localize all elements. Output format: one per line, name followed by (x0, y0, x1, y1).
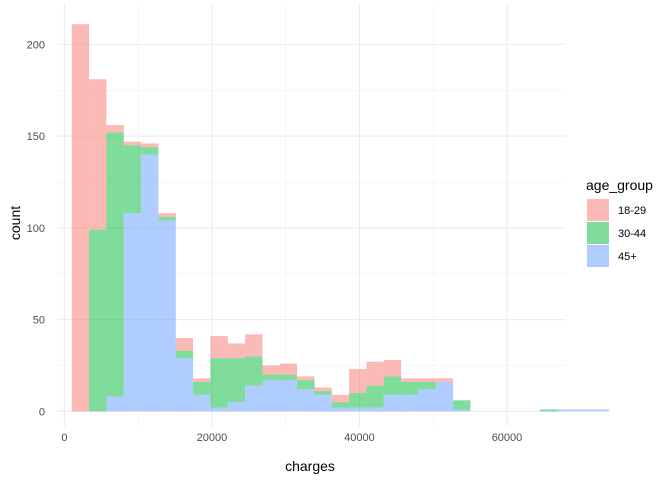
bar-18-29-bin-17 (366, 361, 384, 386)
bar-45+-bin-10 (245, 385, 263, 412)
bar-45+-bin-30 (591, 409, 610, 412)
bar-45+-bin-8 (210, 407, 228, 412)
bar-18-29-bin-15 (331, 394, 350, 403)
bar-30-44-bin-27 (539, 409, 558, 412)
bar-30-44-bin-6 (175, 350, 194, 359)
bar-30-44-bin-7 (193, 381, 211, 395)
bar-18-29-bin-21 (435, 378, 454, 382)
bar-30-44-bin-8 (210, 358, 228, 408)
bar-45+-bin-28 (557, 409, 575, 412)
bar-30-44-bin-22 (453, 400, 471, 410)
legend: age_group 18-29 30-44 45+ (586, 177, 653, 267)
bar-30-44-bin-14 (314, 391, 332, 395)
bar-18-29-bin-2 (106, 125, 124, 133)
y-axis-ticks: 0 50 100 150 200 (27, 39, 45, 418)
bar-45+-bin-6 (175, 358, 194, 412)
bar-45+-bin-21 (435, 381, 454, 412)
bar-45+-bin-14 (314, 394, 332, 412)
bar-18-29-bin-20 (418, 378, 436, 382)
bar-30-44-bin-16 (349, 392, 367, 408)
legend-label-30-44: 30-44 (618, 228, 646, 240)
bar-18-29-bin-4 (141, 143, 159, 148)
bar-18-29-bin-9 (227, 343, 246, 359)
bar-18-29-bin-16 (349, 369, 367, 393)
bar-30-44-bin-20 (418, 381, 436, 390)
legend-key-18-29 (587, 199, 609, 221)
bar-18-29-bin-5 (158, 213, 176, 217)
bar-45+-bin-4 (141, 154, 159, 412)
bar-45+-bin-19 (401, 394, 419, 412)
bar-45+-bin-29 (574, 409, 592, 412)
bar-30-44-bin-13 (297, 380, 315, 390)
x-tick-label: 20000 (197, 432, 228, 444)
bar-45+-bin-15 (331, 407, 350, 412)
bar-30-44-bin-5 (158, 216, 176, 221)
bar-18-29-bin-3 (123, 141, 142, 146)
bar-18-29-bin-0 (71, 24, 90, 412)
bar-18-29-bin-18 (383, 359, 402, 377)
legend-key-30-44 (587, 222, 609, 244)
bar-30-44-bin-9 (227, 358, 246, 403)
bar-45+-bin-7 (193, 394, 211, 412)
bar-30-44-bin-2 (106, 132, 124, 397)
bar-45+-bin-17 (366, 407, 384, 412)
bar-45+-bin-3 (123, 213, 142, 412)
bar-18-29-bin-19 (401, 378, 419, 382)
bar-18-29-bin-6 (175, 337, 194, 351)
legend-label-18-29: 18-29 (618, 205, 646, 217)
bar-45+-bin-11 (262, 380, 280, 412)
bar-30-44-bin-19 (401, 381, 419, 395)
bar-18-29-bin-14 (314, 387, 332, 392)
bar-45+-bin-12 (279, 380, 298, 412)
bar-45+-bin-2 (106, 396, 124, 412)
y-tick-label: 50 (33, 315, 45, 327)
bar-45+-bin-9 (227, 402, 246, 412)
y-tick-label: 100 (27, 223, 45, 235)
y-axis-title: count (7, 206, 23, 240)
bar-18-29-bin-1 (89, 79, 107, 230)
bar-30-44-bin-3 (123, 145, 142, 214)
bar-45+-bin-5 (158, 220, 176, 412)
bar-18-29-bin-12 (279, 363, 298, 375)
bar-18-29-bin-11 (262, 365, 280, 375)
x-tick-label: 60000 (492, 432, 523, 444)
y-tick-label: 200 (27, 39, 45, 51)
bar-30-44-bin-17 (366, 385, 384, 408)
bar-18-29-bin-7 (193, 378, 211, 382)
bar-45+-bin-22 (453, 409, 471, 412)
bar-30-44-bin-1 (89, 229, 107, 412)
bar-45+-bin-20 (418, 389, 436, 412)
bar-45+-bin-13 (297, 389, 315, 412)
bar-18-29-bin-13 (297, 376, 315, 381)
bar-30-44-bin-15 (331, 402, 350, 408)
x-axis-ticks: 0 20000 40000 60000 (61, 432, 522, 444)
bar-18-29-bin-10 (245, 334, 263, 357)
bar-30-44-bin-18 (383, 376, 402, 395)
legend-key-45+ (587, 245, 609, 267)
y-tick-label: 0 (39, 406, 45, 418)
bar-30-44-bin-12 (279, 374, 298, 381)
bar-18-29-bin-8 (210, 336, 228, 359)
bar-30-44-bin-4 (141, 147, 159, 155)
x-axis-title: charges (285, 458, 335, 474)
legend-label-45+: 45+ (618, 251, 637, 263)
legend-title: age_group (586, 177, 653, 193)
x-tick-label: 0 (61, 432, 67, 444)
bar-30-44-bin-11 (262, 374, 280, 381)
bar-45+-bin-18 (383, 394, 402, 412)
bar-45+-bin-16 (349, 407, 367, 412)
bar-30-44-bin-10 (245, 356, 263, 386)
x-tick-label: 40000 (344, 432, 375, 444)
bar-layer (71, 24, 610, 412)
y-tick-label: 150 (27, 131, 45, 143)
